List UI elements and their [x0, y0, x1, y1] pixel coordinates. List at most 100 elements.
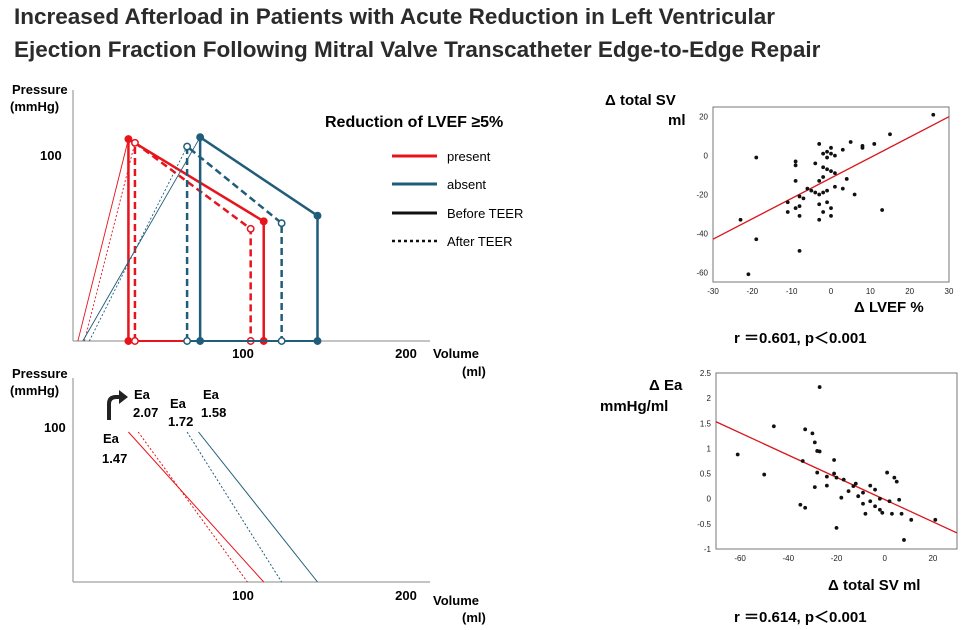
ea-x-tick-100: 100 [232, 588, 254, 603]
pv-vertex-absent-after [277, 219, 286, 228]
x-tick-label: 20 [928, 554, 937, 563]
ea-xlabel-line2: (ml) [462, 610, 486, 625]
scatter-point [890, 511, 894, 516]
scatter-point [860, 143, 865, 148]
scatter-point [803, 505, 808, 510]
pv-espvr-absent-after [88, 146, 188, 342]
pv-vertex-present-after [130, 138, 139, 147]
x-tick-label: 0 [829, 287, 834, 296]
pv-loop-absent-before [198, 134, 319, 341]
scatter-point [817, 192, 822, 197]
scatter-point [888, 132, 892, 137]
scatter-point [829, 213, 833, 218]
y-tick-label: 0 [707, 495, 712, 504]
scatter-point [902, 538, 906, 542]
scatter-point [894, 479, 899, 484]
scatter1-points [738, 112, 936, 277]
scatter-point [833, 171, 837, 176]
pv-ylabel-line2: (mmHg) [10, 99, 59, 114]
figure-title: Increased Afterload in Patients with Acu… [14, 0, 954, 66]
scatter-point [800, 459, 805, 463]
y-tick-label: 0.5 [700, 470, 712, 479]
ea-label-absent-before: Ea [203, 387, 220, 402]
scatter-point [897, 497, 902, 502]
pv-vertex-present-before [259, 217, 268, 226]
scatter-point [812, 485, 817, 490]
y-tick-label: 2 [707, 394, 712, 403]
scatter-point [880, 510, 885, 515]
ea-value-absent-after: 1.72 [168, 414, 193, 429]
scatter-point [735, 452, 740, 457]
pv-vertex-present-before [124, 337, 133, 345]
scatter-point [825, 188, 829, 193]
scatter-point [821, 175, 826, 179]
scatter1-ylabel-line1: Δ total SV [605, 92, 676, 109]
scatter-point [909, 517, 914, 522]
y-tick-label: -1 [704, 545, 712, 554]
scatter-point [824, 474, 829, 479]
pv-x-tick-200: 200 [395, 346, 417, 361]
pv-x-tick-100: 100 [232, 346, 254, 361]
ea-line-absent-after-teer [186, 431, 283, 583]
pv-espvr-present-before [77, 138, 129, 342]
increase-arrow-icon [107, 395, 120, 420]
pv-vertex-absent-before [313, 337, 322, 345]
scatter-point [839, 495, 844, 500]
ea-line-present-after-teer [137, 431, 248, 583]
scatter-point [798, 502, 803, 507]
scatter-point [877, 496, 882, 501]
scatter1-stat: r ＝0.601, p＜0.001 [734, 330, 867, 347]
scatter-point [812, 440, 817, 445]
y-tick-label: 1.5 [700, 419, 712, 428]
pv-loop-present-after [133, 140, 252, 341]
scatter2-plot-frame [715, 372, 958, 550]
scatter-point [861, 490, 865, 495]
scatter-point [821, 165, 826, 170]
scatter-point [873, 487, 877, 492]
scatter-point [846, 489, 851, 494]
scatter-sv-lvef-chart: Δ total SV ml -30 -20 -10 0 10 20 30200-20-40-… [605, 92, 954, 347]
y-tick-label: -0.5 [697, 520, 711, 529]
increase-arrowhead-icon [119, 390, 128, 404]
figure-title-line2: Ejection Fraction Following Mitral Valve… [14, 37, 821, 62]
scatter-point [887, 499, 892, 504]
scatter-point [840, 147, 845, 152]
scatter-point [793, 163, 798, 168]
scatter-point [817, 217, 822, 222]
scatter-point [851, 484, 856, 489]
pv-espvr-absent-before [82, 136, 201, 342]
scatter-point [754, 155, 759, 160]
scatter-point [861, 501, 865, 506]
x-tick-label: -20 [831, 554, 843, 563]
scatter-point [840, 186, 845, 191]
scatter-point [817, 385, 822, 389]
pv-ylabel-line1: Pressure [12, 82, 68, 97]
x-tick-label: 0 [882, 554, 887, 563]
scatter1-plot-frame [712, 106, 950, 283]
x-tick-label: -30 [707, 287, 719, 296]
scatter-point [797, 248, 802, 253]
scatter-point [841, 477, 846, 482]
scatter-point [817, 142, 822, 146]
scatter-point [821, 151, 826, 156]
ea-value-absent-before: 1.58 [201, 405, 226, 420]
x-tick-label: -40 [783, 554, 795, 563]
scatter-point [825, 200, 829, 205]
scatter-point [793, 159, 798, 164]
y-tick-label: 1 [707, 444, 712, 453]
ea-chart: Pressure (mmHg) 100 100 200 Volume (ml) … [10, 366, 486, 625]
scatter2-ylabel-line2: mmHg/ml [600, 398, 668, 415]
legend-label-present: present [447, 149, 491, 164]
scatter-point [877, 507, 882, 512]
scatter-point [746, 272, 751, 277]
ea-ylabel-line2: (mmHg) [10, 383, 59, 398]
scatter1-ylabel-line2: ml [668, 112, 686, 129]
pv-vertex-absent-after [277, 337, 286, 345]
scatter1-xlabel: Δ LVEF % [854, 299, 924, 316]
pv-vertex-present-before [124, 135, 133, 143]
ea-y-tick-100: 100 [44, 420, 66, 435]
y-tick-label: -60 [696, 268, 708, 277]
scatter-point [873, 504, 877, 509]
scatter-point [754, 237, 759, 242]
ea-x-tick-200: 200 [395, 588, 417, 603]
